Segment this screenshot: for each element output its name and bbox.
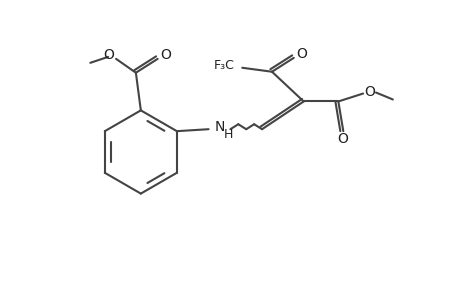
Text: O: O: [364, 85, 375, 98]
Text: O: O: [296, 47, 307, 61]
Text: O: O: [336, 132, 347, 146]
Text: H: H: [223, 128, 232, 141]
Text: F₃C: F₃C: [213, 59, 235, 72]
Text: O: O: [103, 48, 114, 62]
Text: O: O: [160, 48, 171, 62]
Text: N: N: [214, 120, 224, 134]
